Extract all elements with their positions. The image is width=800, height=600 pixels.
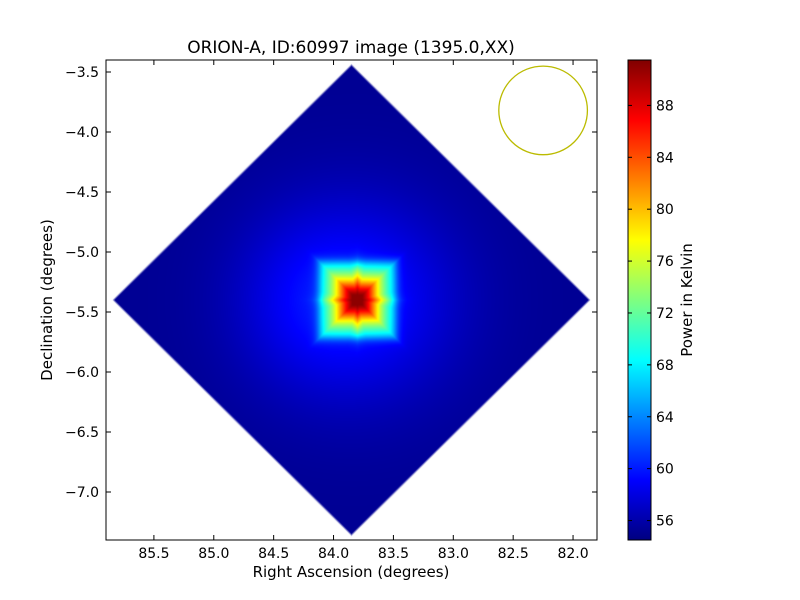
colorbar-tick-label: 84 xyxy=(656,150,674,166)
colorbar-ticks: 56 60 64 68 72 76 80 84 88 xyxy=(628,98,674,530)
x-tick-label: 83.5 xyxy=(378,546,409,562)
colorbar-frame xyxy=(627,59,652,541)
chart-title: ORION-A, ID:60997 image (1395.0,XX) xyxy=(187,38,515,58)
y-ticks: −3.5 −4.0 −4.5 −5.0 −5.5 −6.0 −6.5 −7.0 xyxy=(65,65,597,501)
beam-circle xyxy=(498,65,589,156)
y-axis-label: Declination (degrees) xyxy=(38,219,56,381)
colorbar-tick-label: 72 xyxy=(656,306,674,322)
heatmap-image xyxy=(106,60,597,540)
plot-area: 85.5 85.0 84.5 84.0 83.5 83.0 82.5 82.0 −3.5 −4.… xyxy=(65,59,598,562)
x-tick-label: 82.0 xyxy=(557,546,588,562)
y-tick-label: −5.0 xyxy=(65,245,99,261)
colorbar-tick-label: 64 xyxy=(656,410,674,426)
colorbar-tick-label: 76 xyxy=(656,254,674,270)
y-tick-label: −5.5 xyxy=(65,305,99,321)
x-tick-label: 84.0 xyxy=(318,546,349,562)
y-tick-label: −4.5 xyxy=(65,185,99,201)
colorbar-tick-label: 56 xyxy=(656,514,674,530)
x-tick-label: 84.5 xyxy=(258,546,289,562)
colorbar-tick-label: 88 xyxy=(656,98,674,114)
y-tick-label: −6.0 xyxy=(65,365,99,381)
plot-frame xyxy=(105,59,598,541)
x-tick-label: 82.5 xyxy=(498,546,529,562)
colorbar-label: Power in Kelvin xyxy=(678,243,696,357)
x-axis-label: Right Ascension (degrees) xyxy=(253,563,450,581)
colorbar-tick-label: 80 xyxy=(656,202,674,218)
x-ticks: 85.5 85.0 84.5 84.0 83.5 83.0 82.5 82.0 xyxy=(138,60,589,562)
y-tick-label: −4.0 xyxy=(65,125,99,141)
y-tick-label: −6.5 xyxy=(65,425,99,441)
colorbar-tick-label: 68 xyxy=(656,358,674,374)
colorbar-tick-label: 60 xyxy=(656,462,674,478)
y-tick-label: −7.0 xyxy=(65,485,99,501)
y-tick-label: −3.5 xyxy=(65,65,99,81)
x-tick-label: 85.0 xyxy=(198,546,229,562)
x-tick-label: 85.5 xyxy=(138,546,169,562)
colorbar: 56 60 64 68 72 76 80 84 88 xyxy=(627,59,674,541)
colorbar-gradient xyxy=(628,60,651,540)
x-tick-label: 83.0 xyxy=(438,546,469,562)
